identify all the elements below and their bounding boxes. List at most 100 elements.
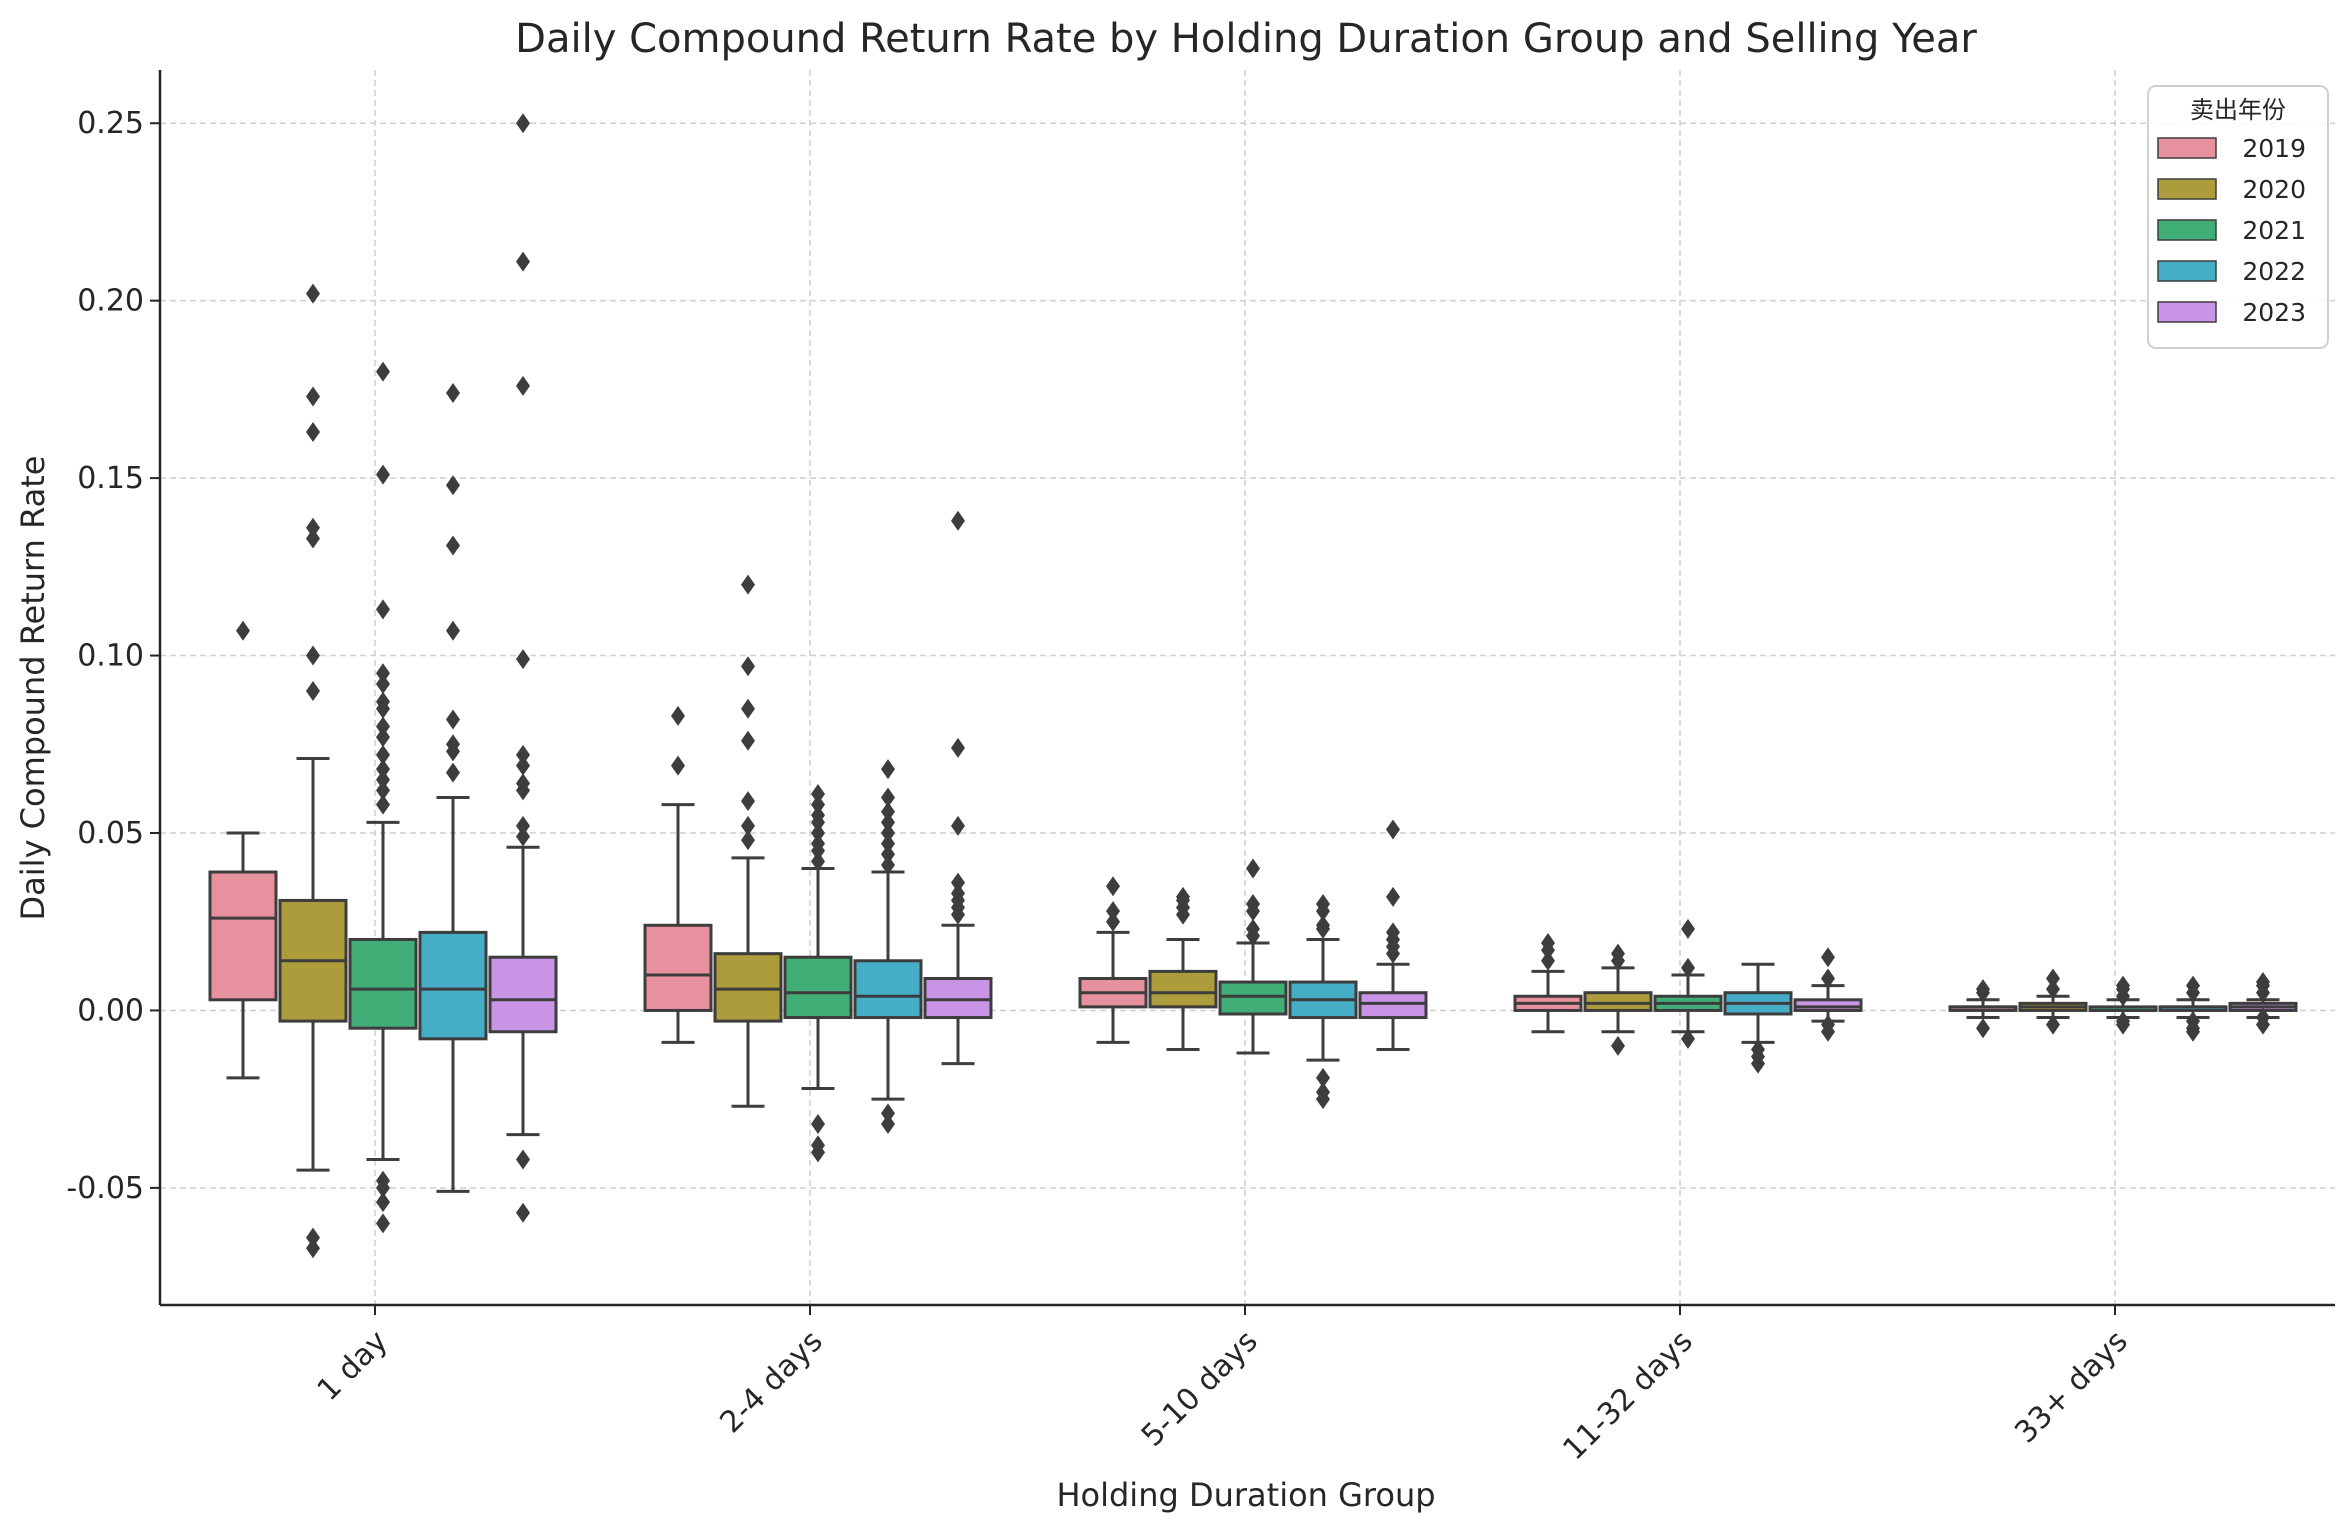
y-tick-label: -0.05 xyxy=(66,1171,144,1206)
outlier-point xyxy=(1821,968,1835,989)
box-group xyxy=(1358,819,1428,1051)
box-group xyxy=(1653,918,1723,1049)
outlier-point xyxy=(516,744,530,765)
outlier-point xyxy=(2046,968,2060,989)
outlier-point xyxy=(741,815,755,836)
box-group xyxy=(278,283,348,1259)
outlier-point xyxy=(1681,1028,1695,1049)
outlier-point xyxy=(516,375,530,396)
x-axis-label: Holding Duration Group xyxy=(1056,1476,1435,1514)
outlier-point xyxy=(1976,1018,1990,1039)
outlier-point xyxy=(2256,972,2270,993)
outlier-point xyxy=(1176,886,1190,907)
y-axis-label: Daily Compound Return Rate xyxy=(14,456,52,921)
outlier-point xyxy=(1106,911,1120,932)
legend-swatch xyxy=(2157,301,2217,323)
outlier-point xyxy=(516,113,530,134)
outlier-point xyxy=(446,734,460,755)
outlier-point xyxy=(376,716,390,737)
outlier-point xyxy=(881,1103,895,1124)
outlier-point xyxy=(881,787,895,808)
outlier-point xyxy=(376,780,390,801)
outlier-point xyxy=(1751,1039,1765,1060)
outlier-point xyxy=(376,759,390,780)
box-group xyxy=(1513,933,1583,1034)
box-group xyxy=(1148,886,1218,1051)
outlier-point xyxy=(376,1192,390,1213)
outlier-point xyxy=(1316,915,1330,936)
outlier-point xyxy=(881,833,895,854)
outlier-point xyxy=(951,872,965,893)
outlier-point xyxy=(1976,979,1990,1000)
outlier-point xyxy=(1246,858,1260,879)
outlier-point xyxy=(741,730,755,751)
outlier-point xyxy=(881,854,895,875)
legend-swatch xyxy=(2157,137,2217,159)
box-group xyxy=(1723,962,1793,1074)
outlier-point xyxy=(2046,979,2060,1000)
outlier-point xyxy=(376,769,390,790)
outlier-point xyxy=(306,528,320,549)
outlier-point xyxy=(1541,950,1555,971)
outlier-point xyxy=(951,510,965,531)
outlier-point xyxy=(376,1213,390,1234)
outlier-point xyxy=(1611,1035,1625,1056)
outlier-point xyxy=(811,823,825,844)
outlier-point xyxy=(741,574,755,595)
y-tick-label: 0.00 xyxy=(77,993,144,1028)
box-group xyxy=(1288,893,1358,1110)
box-group xyxy=(1793,947,1863,1042)
outlier-point xyxy=(1681,918,1695,939)
box-iqr xyxy=(1793,998,1863,1012)
outlier-point xyxy=(2186,1011,2200,1032)
box-iqr xyxy=(348,937,418,1030)
outlier-point xyxy=(376,361,390,382)
outlier-point xyxy=(741,791,755,812)
box-group xyxy=(1218,858,1288,1055)
outlier-point xyxy=(516,1149,530,1170)
outlier-point xyxy=(1246,918,1260,939)
legend-label: 2022 xyxy=(2242,257,2306,286)
outlier-point xyxy=(1611,943,1625,964)
outlier-point xyxy=(811,783,825,804)
box-iqr xyxy=(853,959,923,1020)
outlier-point xyxy=(811,851,825,872)
outlier-point xyxy=(236,620,250,641)
outlier-point xyxy=(376,1170,390,1191)
box-iqr xyxy=(643,923,713,1012)
outlier-point xyxy=(446,475,460,496)
outlier-point xyxy=(516,251,530,272)
box-iqr xyxy=(208,870,278,1002)
outlier-point xyxy=(376,794,390,815)
outlier-point xyxy=(376,673,390,694)
y-tick-label: 0.15 xyxy=(77,461,144,496)
outlier-point xyxy=(671,705,685,726)
outlier-point xyxy=(951,883,965,904)
box-group xyxy=(488,113,558,1223)
axis-layer xyxy=(158,70,2335,1307)
box-iqr xyxy=(1148,969,1218,1009)
outlier-point xyxy=(376,691,390,712)
y-tick-label: 0.25 xyxy=(77,106,144,141)
outlier-point xyxy=(516,1202,530,1223)
outlier-point xyxy=(881,759,895,780)
outlier-point xyxy=(2116,1011,2130,1032)
outlier-point xyxy=(446,382,460,403)
outlier-point xyxy=(1821,1014,1835,1035)
outlier-point xyxy=(951,737,965,758)
box-group xyxy=(853,759,923,1135)
box-group xyxy=(2088,975,2158,1035)
outlier-point xyxy=(516,755,530,776)
outlier-point xyxy=(741,656,755,677)
legend-label: 2023 xyxy=(2242,298,2306,327)
box-iqr xyxy=(923,977,993,1020)
outlier-point xyxy=(1316,1082,1330,1103)
box-group xyxy=(418,382,488,1193)
outlier-point xyxy=(881,1114,895,1135)
legend-label: 2019 xyxy=(2242,134,2306,163)
outlier-point xyxy=(811,1135,825,1156)
box-group xyxy=(1583,943,1653,1056)
outlier-point xyxy=(376,744,390,765)
outlier-point xyxy=(1106,876,1120,897)
outlier-point xyxy=(671,755,685,776)
